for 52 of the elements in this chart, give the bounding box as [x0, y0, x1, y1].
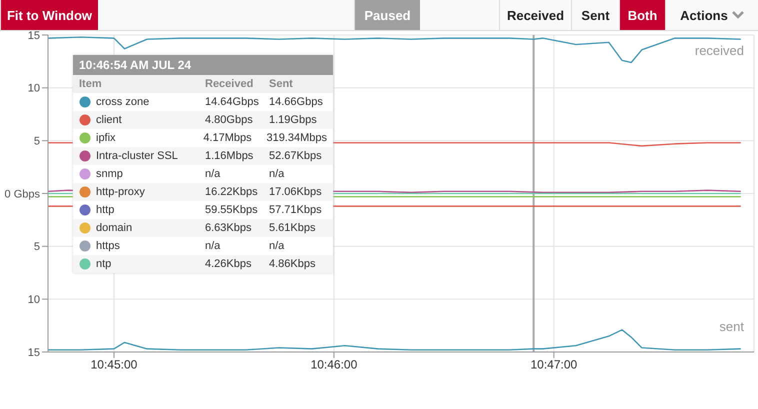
text: Both	[628, 8, 658, 22]
annotation: 319.34Mbps	[266, 132, 327, 144]
legend-label: https	[96, 240, 120, 252]
annotation: 17.06Kbps	[269, 186, 322, 198]
annotation: n/a	[205, 240, 222, 252]
text: Actions	[680, 8, 728, 22]
annotation: 52.67Kbps	[269, 150, 322, 162]
annotation: n/a	[205, 168, 222, 180]
x-tick-label: 10:47:00	[530, 358, 578, 372]
annotation: 16.22Kbps	[205, 186, 259, 198]
annotation: 1.16Mbps	[205, 150, 254, 162]
annotation: 6.63Kbps	[205, 222, 252, 234]
x-tick-label: 10:46:00	[310, 358, 358, 372]
legend-label: snmp	[96, 168, 123, 180]
legend-label: http-proxy	[96, 186, 145, 198]
annotation: 4.26Kbps	[205, 258, 252, 270]
legend-label: domain	[96, 222, 132, 234]
legend-label: client	[96, 114, 122, 126]
legend-label: Intra-cluster SSL	[96, 150, 178, 162]
y-tick-label: 5	[34, 136, 40, 148]
annotation: n/a	[269, 168, 284, 180]
annotation: Item	[79, 78, 103, 90]
legend-label: cross zone	[96, 96, 150, 108]
annotation: 14.66Gbps	[269, 96, 323, 108]
annotation: 4.80Gbps	[205, 114, 254, 126]
annotation: 4.86Kbps	[269, 258, 316, 270]
y-tick-label: 5	[34, 241, 40, 254]
annotation: 1.19Gbps	[269, 114, 317, 126]
annotation: Received	[205, 78, 254, 90]
annotation: 5.61Kbps	[269, 222, 316, 234]
x-tick-label: 10:45:00	[90, 358, 138, 372]
annotation: 57.71Kbps	[269, 204, 322, 216]
annotation: 10:46:54 AM JUL 24	[73, 55, 333, 75]
legend-label: http	[96, 204, 114, 216]
y-tick-label: 0 Gbps	[4, 188, 40, 200]
annotation: 59.55Kbps	[205, 204, 259, 216]
y-tick-label: 15	[28, 30, 40, 42]
annotation: received	[694, 43, 744, 58]
legend-label: ipfix	[96, 132, 116, 144]
y-tick-label: 10	[28, 82, 40, 95]
annotation: 14.64Gbps	[205, 96, 260, 108]
y-tick-label: 10	[28, 294, 40, 306]
legend-label: ntp	[96, 258, 112, 270]
annotation: sent	[719, 319, 744, 334]
text: Received	[506, 8, 564, 22]
text: Paused	[364, 8, 411, 22]
text: Sent	[581, 8, 610, 22]
annotation: Sent	[269, 78, 293, 90]
y-tick-label: 15	[28, 346, 40, 359]
text: Fit to Window	[6, 8, 92, 22]
annotation: n/a	[269, 240, 284, 252]
annotation: 4.17Mbps	[203, 132, 253, 144]
